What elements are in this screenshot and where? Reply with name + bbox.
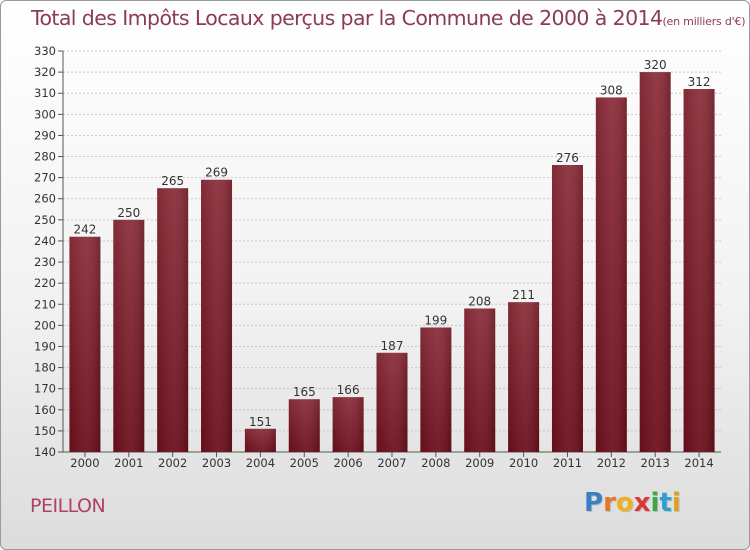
- y-tick-label: 230: [34, 255, 56, 269]
- y-tick-label: 260: [34, 192, 56, 206]
- logo-letter: P: [584, 488, 604, 518]
- y-tick-label: 210: [34, 297, 56, 311]
- data-label: 211: [512, 288, 535, 302]
- bar-shade: [551, 164, 583, 452]
- bar-shade: [376, 352, 408, 452]
- data-label: 320: [644, 58, 667, 72]
- bar-shade: [244, 428, 276, 452]
- x-tick-label: 2004: [246, 456, 275, 470]
- chart-unit-label: (en milliers d'€): [662, 15, 746, 28]
- x-tick-label: 2011: [553, 456, 582, 470]
- y-tick-label: 170: [34, 382, 56, 396]
- x-tick-label: 2008: [421, 456, 450, 470]
- data-label: 265: [161, 174, 184, 188]
- bar-shade: [508, 302, 540, 452]
- logo-letter: r: [603, 488, 616, 518]
- y-tick-label: 150: [34, 424, 56, 438]
- y-tick-label: 320: [34, 65, 56, 79]
- data-label: 187: [381, 339, 404, 353]
- x-tick-label: 2013: [641, 456, 670, 470]
- bar-shade: [683, 88, 715, 452]
- logo-letter: i: [671, 488, 681, 518]
- x-tick-label: 2010: [509, 456, 538, 470]
- y-tick-label: 270: [34, 171, 56, 185]
- y-tick-label: 160: [34, 403, 56, 417]
- bar-shade: [420, 327, 452, 452]
- bar-shade: [288, 399, 320, 452]
- y-tick-label: 250: [34, 213, 56, 227]
- logo-letter: t: [659, 488, 672, 518]
- y-tick-label: 140: [34, 445, 56, 459]
- data-label: 199: [424, 313, 447, 327]
- bar-shade: [113, 219, 145, 452]
- data-label: 312: [688, 75, 711, 89]
- x-tick-label: 2009: [465, 456, 494, 470]
- y-tick-label: 330: [34, 44, 56, 58]
- y-tick-label: 290: [34, 128, 56, 142]
- bar-shade: [332, 397, 364, 452]
- bar-shade: [69, 236, 101, 452]
- x-tick-label: 2006: [333, 456, 362, 470]
- data-label: 151: [249, 415, 272, 429]
- x-tick-label: 2003: [202, 456, 231, 470]
- data-label: 250: [117, 206, 140, 220]
- proxiti-logo: Proxiti: [584, 488, 681, 518]
- data-label: 308: [600, 83, 623, 97]
- x-tick-label: 2014: [684, 456, 713, 470]
- data-label: 269: [205, 166, 228, 180]
- data-label: 166: [337, 383, 360, 397]
- y-tick-label: 280: [34, 150, 56, 164]
- bar-shade: [201, 179, 233, 452]
- bar-shade: [464, 308, 496, 452]
- y-tick-label: 310: [34, 86, 56, 100]
- data-label: 242: [73, 223, 96, 237]
- chart-title: Total des Impôts Locaux perçus par la Co…: [31, 6, 746, 30]
- commune-name: PEILLON: [30, 495, 106, 517]
- x-tick-label: 2002: [158, 456, 187, 470]
- data-label: 165: [293, 385, 316, 399]
- x-tick-label: 2007: [377, 456, 406, 470]
- x-tick-label: 2012: [597, 456, 626, 470]
- bar-shade: [157, 188, 189, 452]
- chart-title-main: Total des Impôts Locaux perçus par la Co…: [31, 6, 663, 30]
- y-tick-label: 300: [34, 107, 56, 121]
- logo-letter: x: [633, 488, 651, 518]
- x-tick-label: 2000: [70, 456, 99, 470]
- data-label: 208: [468, 294, 491, 308]
- bar-shade: [639, 72, 671, 453]
- y-tick-label: 180: [34, 361, 56, 375]
- x-tick-label: 2001: [114, 456, 143, 470]
- x-tick-label: 2005: [290, 456, 319, 470]
- y-tick-label: 200: [34, 318, 56, 332]
- y-tick-label: 220: [34, 276, 56, 290]
- logo-letter: i: [650, 488, 660, 518]
- logo-letter: o: [615, 488, 634, 518]
- y-tick-label: 240: [34, 234, 56, 248]
- y-tick-label: 190: [34, 339, 56, 353]
- bar-shade: [595, 97, 627, 452]
- data-label: 276: [556, 151, 579, 165]
